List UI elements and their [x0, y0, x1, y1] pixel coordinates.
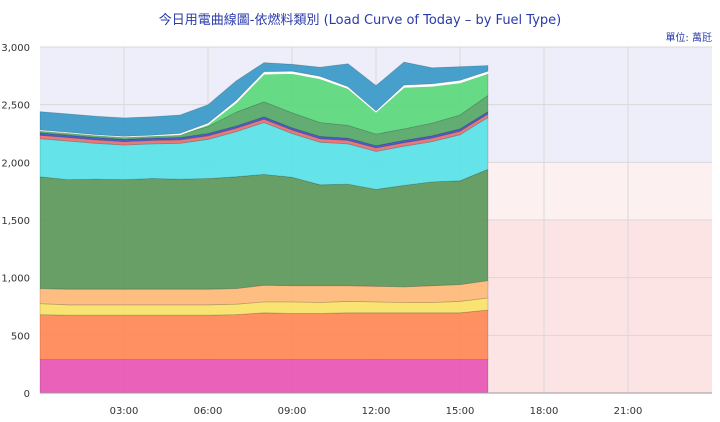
- fuel-areas: [39, 61, 489, 394]
- background-band-1: [488, 162, 712, 220]
- x-tick-label: 18:00: [530, 406, 559, 417]
- x-tick-labels: 03:00 06:00 09:00 12:00 15:00 18:00 21:00: [110, 406, 643, 417]
- y-tick-label: 2,500: [1, 101, 30, 112]
- y-tick-label: 500: [11, 331, 30, 342]
- area-series-11: [39, 61, 489, 137]
- area-series-8: [39, 94, 489, 147]
- x-tick-label: 15:00: [446, 406, 475, 417]
- y-tick-label: 3,000: [1, 43, 30, 54]
- unit-label: 單位: 萬瓩: [665, 33, 712, 44]
- x-tick-label: 21:00: [614, 406, 643, 417]
- area-series-4: [39, 168, 489, 290]
- y-tick-label: 2,000: [1, 158, 30, 169]
- x-tick-label: 09:00: [278, 406, 307, 417]
- y-tick-label: 0: [24, 389, 30, 400]
- x-tick-label: 12:00: [362, 406, 391, 417]
- background-band-0: [488, 220, 712, 393]
- area-series-1: [39, 309, 489, 360]
- y-tick-label: 1,000: [1, 274, 30, 285]
- area-series-10: [39, 70, 489, 138]
- x-tick-label: 03:00: [110, 406, 139, 417]
- y-tick-labels: 0 500 1,000 1,500 2,000 2,500 3,000: [1, 43, 30, 400]
- y-tick-label: 1,500: [1, 216, 30, 227]
- area-series-0: [39, 359, 489, 394]
- chart-title: 今日用電曲線圖-依燃料類別 (Load Curve of Today – by …: [158, 13, 562, 28]
- x-tick-label: 06:00: [194, 406, 223, 417]
